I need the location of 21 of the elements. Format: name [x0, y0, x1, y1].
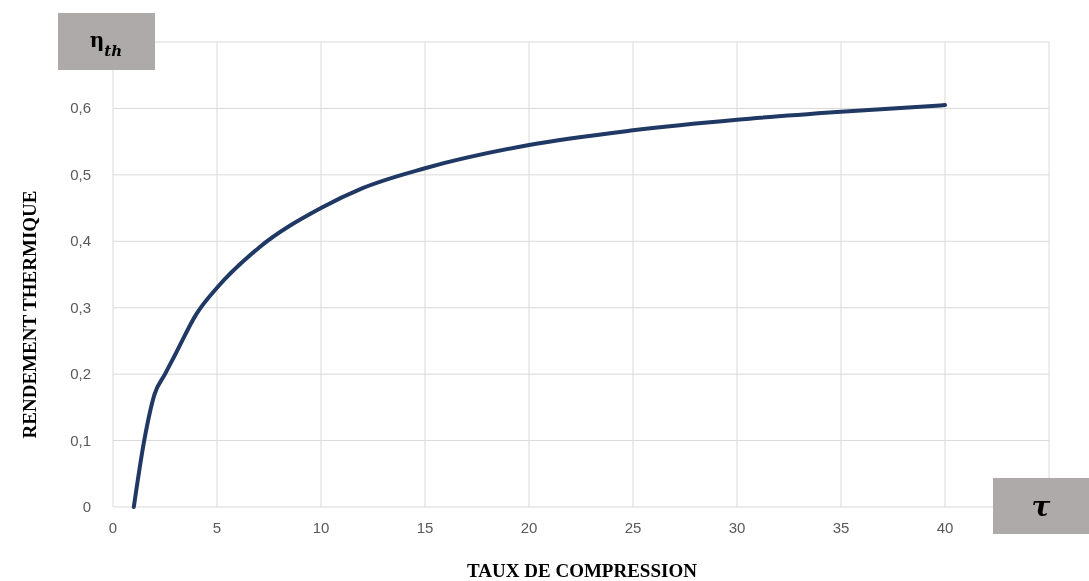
- x-tick-label: 5: [212, 519, 222, 536]
- x-axis-title: TAUX DE COMPRESSION: [467, 560, 698, 581]
- y-tick-label: 0,5: [70, 165, 91, 183]
- annotation: τ: [1031, 490, 1051, 523]
- x-tick-label: 0: [108, 519, 118, 536]
- line-series: [131, 103, 947, 509]
- x-tick-label: 25: [624, 519, 642, 536]
- y-tick-label: 0,1: [70, 431, 91, 449]
- x-tick-label: 15: [416, 519, 434, 536]
- x-tick-label: 35: [832, 519, 850, 536]
- y-tick-label: 0,4: [70, 232, 91, 250]
- x-tick-label: 30: [728, 519, 746, 536]
- x-tick-label: 20: [520, 519, 538, 536]
- annotation: η$_{th}$: [89, 28, 123, 60]
- y-tick-label: 0,6: [70, 99, 91, 117]
- y-tick-label: 0,2: [70, 365, 91, 383]
- y-tick-label: 0: [82, 498, 91, 515]
- y-axis-title: RENDEMENT THERMIQUE: [19, 190, 40, 439]
- x-tick-label: 40: [936, 519, 954, 536]
- x-tick-label: 10: [312, 519, 330, 536]
- y-tick-label: 0,3: [70, 298, 91, 316]
